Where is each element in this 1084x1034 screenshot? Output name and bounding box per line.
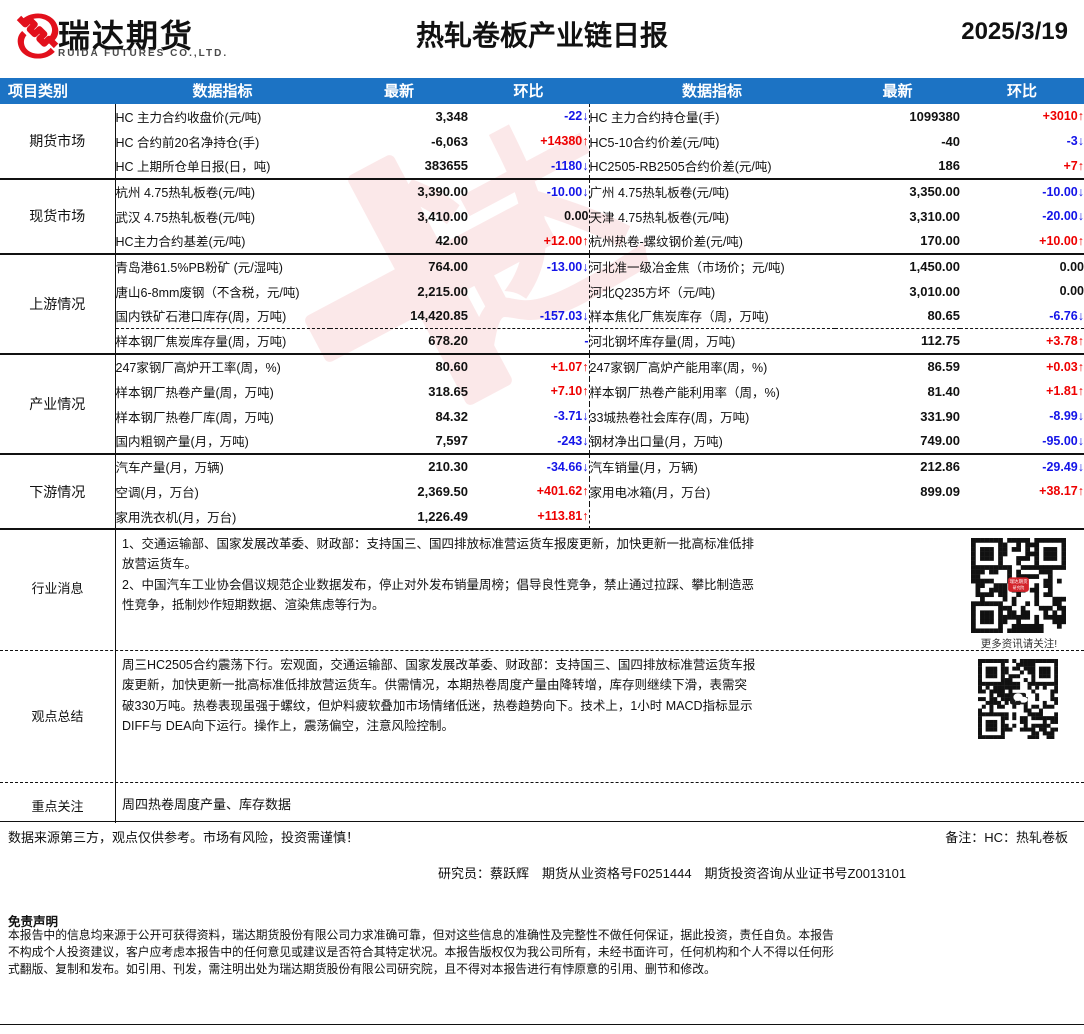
svg-text:研究院: 研究院 — [1013, 585, 1025, 590]
svg-text:瑞达期货: 瑞达期货 — [1009, 578, 1028, 585]
